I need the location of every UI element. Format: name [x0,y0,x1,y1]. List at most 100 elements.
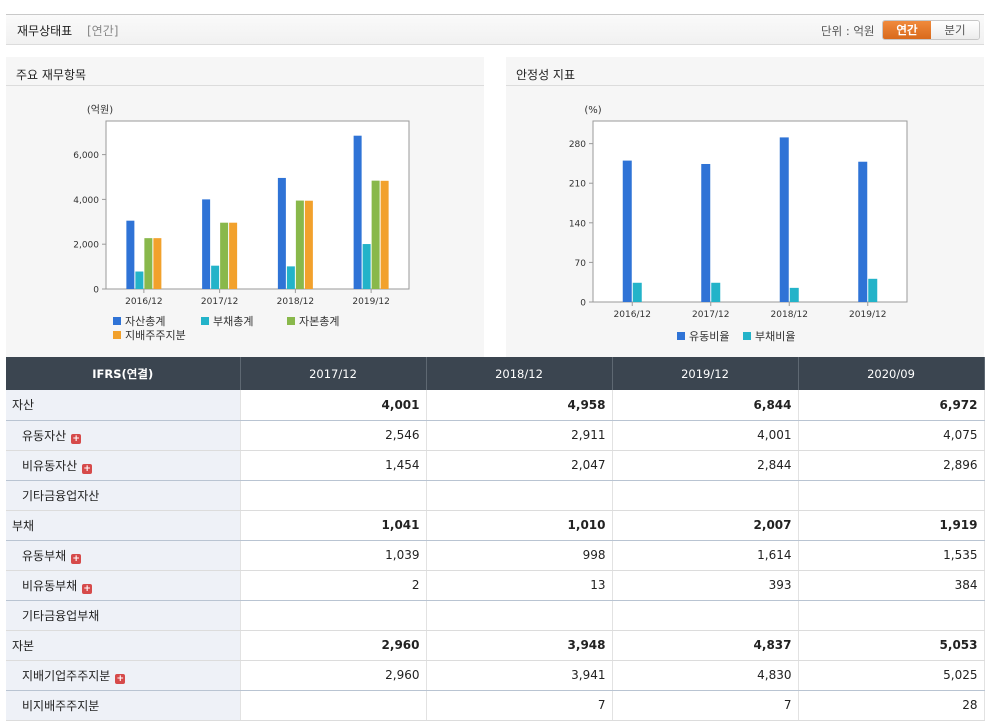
x-tick-label: 2018/12 [771,310,808,320]
row-label: 비유동부채 + [6,570,241,601]
table-cell: 28 [798,690,985,721]
legend-swatch [201,317,209,325]
table-cell: 2,960 [240,630,427,661]
expand-plus-icon[interactable]: + [82,463,93,474]
bar-0-2 [277,177,286,289]
table-row: 유동자산 +2,546 2,911 4,001 4,075 [6,420,985,451]
row-label-text: 기타금융업부채 [22,608,100,623]
table-row: 자산 4,001 4,958 6,844 6,972 [6,390,985,421]
table-row: 지배기업주주지분 +2,960 3,941 4,830 5,025 [6,660,985,691]
table-cell: 1,454 [240,450,427,481]
row-label: 자본 [6,630,241,661]
table-cell: 1,041 [240,510,427,541]
x-tick-label: 2016/12 [125,297,162,307]
balance-sheet-table: IFRS(연결) 2017/12 2018/12 2019/12 2020/09… [6,357,985,721]
table-cell: 2,844 [612,450,799,481]
row-label: 지배기업주주지분 + [6,660,241,691]
table-header-row: IFRS(연결) 2017/12 2018/12 2019/12 2020/09 [6,357,985,390]
bar-3-2 [304,200,313,289]
x-tick-label: 2019/12 [352,297,389,307]
y-tick-label: 210 [569,180,586,190]
table-cell: 1,039 [240,540,427,571]
stability-panel: 안정성 지표 (%) 0 70 140 210 280 2016/12 2017/12 2018… [506,57,984,357]
main-items-panel: 주요 재무항목 (억원) 0 2,000 4,000 6,000 2016/12 2017/… [6,57,484,357]
main-items-chart: (억원) 0 2,000 4,000 6,000 2016/12 2017/12 2018/1… [73,104,410,342]
legend-swatch [677,332,685,340]
row-label-text: 기타금융업자산 [22,488,100,503]
y-tick-label: 70 [575,259,587,269]
legend-label: 부채총계 [213,315,253,328]
table-row: 자본 2,960 3,948 4,837 5,053 [6,630,985,661]
table-cell: 7 [426,690,613,721]
row-label-text: 유동자산 [22,428,67,443]
main-items-title: 주요 재무항목 [16,68,87,82]
table-cell [426,600,613,631]
expand-plus-icon[interactable]: + [115,673,126,684]
bar-1-3 [362,244,371,289]
table-cell: 4,075 [798,420,985,451]
table-cell [798,600,985,631]
table-cell: 4,001 [240,390,427,421]
row-label-text: 비지배주주지분 [22,698,100,713]
bar-0-3 [353,135,362,289]
table-row: 비유동자산 +1,454 2,047 2,844 2,896 [6,450,985,481]
legend-swatch [113,331,121,339]
legend-swatch [743,332,751,340]
table-row: 부채 1,041 1,010 2,007 1,919 [6,510,985,541]
y-axis-label: (억원) [87,104,113,116]
table-cell: 2,007 [612,510,799,541]
header-ifrs: IFRS(연결) [6,357,241,390]
table-row: 기타금융업자산 [6,480,985,511]
row-label: 비지배주주지분 [6,690,241,721]
table-cell: 2,896 [798,450,985,481]
table-cell: 2,960 [240,660,427,691]
x-tick-label: 2016/12 [614,310,651,320]
legend-label: 자산총계 [125,315,165,328]
table-cell: 2,546 [240,420,427,451]
table-row: 유동부채 +1,039 998 1,614 1,535 [6,540,985,571]
bar-1-0 [135,271,144,289]
row-label: 기타금융업자산 [6,480,241,511]
row-label: 기타금융업부채 [6,600,241,631]
table-row: 비지배주주지분 7 7 28 [6,690,985,721]
table-cell: 384 [798,570,985,601]
table-cell: 13 [426,570,613,601]
y-tick-label: 280 [569,140,586,150]
table-cell: 6,972 [798,390,985,421]
row-label-text: 부채 [12,518,35,533]
table-cell: 4,001 [612,420,799,451]
expand-plus-icon[interactable]: + [71,553,82,564]
table-cell: 5,025 [798,660,985,691]
y-tick-label: 6,000 [73,151,99,161]
table-cell: 2,047 [426,450,613,481]
bar-3-0 [153,238,162,289]
legend-label: 자본총계 [299,315,339,328]
table-cell [426,480,613,511]
table-cell: 2,911 [426,420,613,451]
expand-plus-icon[interactable]: + [82,583,93,594]
x-tick-label: 2018/12 [277,297,314,307]
table-row: 기타금융업부채 [6,600,985,631]
quarterly-toggle-button[interactable]: 분기 [931,21,979,39]
legend-swatch [287,317,295,325]
stability-title: 안정성 지표 [516,68,576,82]
table-cell: 1,614 [612,540,799,571]
y-tick-label: 0 [580,299,586,309]
bar-0-3 [858,161,868,302]
legend-label: 유동비율 [689,330,729,343]
table-cell: 393 [612,570,799,601]
table-cell [612,600,799,631]
expand-plus-icon[interactable]: + [71,433,82,444]
plot-area [592,120,908,303]
x-tick-label: 2017/12 [201,297,238,307]
row-label-text: 비유동부채 [22,578,78,593]
header-col: 2019/12 [612,357,799,390]
table-cell [798,480,985,511]
row-label-text: 자본 [12,638,35,653]
row-label: 유동자산 + [6,420,241,451]
row-label: 부채 [6,510,241,541]
row-label-text: 유동부채 [22,548,67,563]
annual-toggle-button[interactable]: 연간 [883,21,931,39]
row-label: 유동부채 + [6,540,241,571]
header-col: 2017/12 [240,357,427,390]
